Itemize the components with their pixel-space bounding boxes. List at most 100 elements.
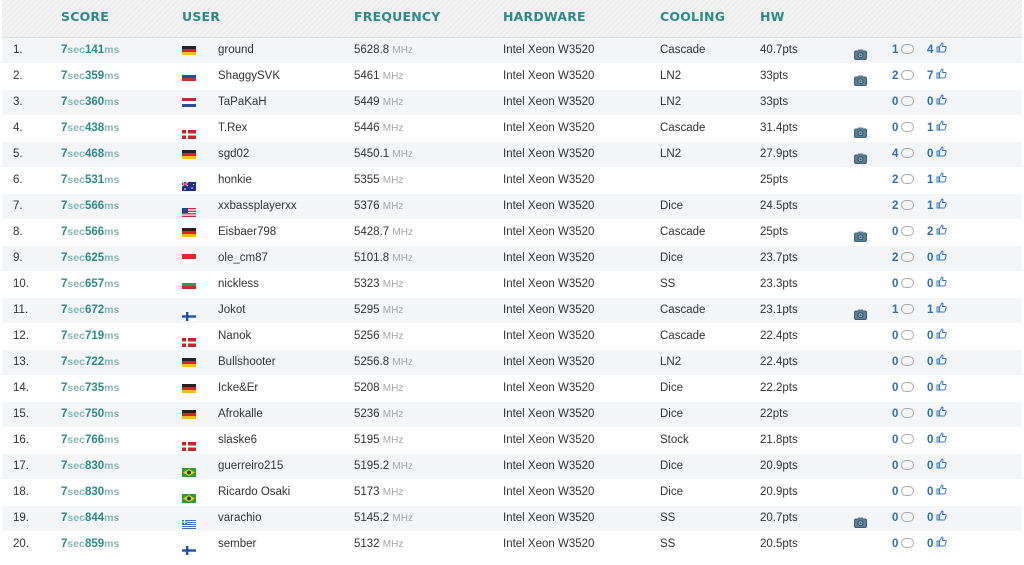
comments-link[interactable]: 0 — [892, 402, 915, 427]
hardware-link[interactable]: Intel Xeon W3520 — [503, 278, 595, 290]
score-link[interactable]: 7sec750ms — [61, 402, 119, 427]
hardware-link[interactable]: Intel Xeon W3520 — [503, 512, 595, 524]
likes-link[interactable]: 0 — [927, 532, 948, 557]
likes-link[interactable]: 7 — [927, 64, 948, 89]
user-link[interactable]: Bullshooter — [218, 356, 276, 368]
score-link[interactable]: 7sec141ms — [61, 38, 119, 63]
likes-link[interactable]: 0 — [927, 376, 948, 401]
likes-link[interactable]: 0 — [927, 324, 948, 349]
comments-link[interactable]: 2 — [892, 246, 915, 271]
score-link[interactable]: 7sec438ms — [61, 116, 119, 141]
score-link[interactable]: 7sec566ms — [61, 194, 119, 219]
likes-link[interactable]: 0 — [927, 480, 948, 505]
camera-icon[interactable] — [854, 305, 867, 320]
user-link[interactable]: sgd02 — [218, 148, 250, 160]
score-link[interactable]: 7sec735ms — [61, 376, 119, 401]
score-link[interactable]: 7sec625ms — [61, 246, 119, 271]
user-link[interactable]: Ricardo Osaki — [218, 486, 291, 498]
comments-link[interactable]: 0 — [892, 220, 915, 245]
likes-link[interactable]: 2 — [927, 220, 948, 245]
score-link[interactable]: 7sec672ms — [61, 298, 119, 323]
user-link[interactable]: honkie — [218, 174, 252, 186]
user-link[interactable]: varachio — [218, 512, 262, 524]
user-link[interactable]: TaPaKaH — [218, 96, 267, 108]
user-link[interactable]: ShaggySVK — [218, 70, 281, 82]
user-link[interactable]: ole_cm87 — [218, 252, 268, 264]
comments-link[interactable]: 1 — [892, 298, 915, 323]
column-header-cooling[interactable]: COOLING — [660, 9, 726, 24]
comments-link[interactable]: 1 — [892, 38, 915, 63]
score-link[interactable]: 7sec531ms — [61, 168, 119, 193]
hardware-link[interactable]: Intel Xeon W3520 — [503, 304, 595, 316]
user-link[interactable]: Nanok — [218, 330, 252, 342]
column-header-frequency[interactable]: FREQUENCY — [354, 9, 441, 24]
score-link[interactable]: 7sec566ms — [61, 220, 119, 245]
comments-link[interactable]: 2 — [892, 168, 915, 193]
score-link[interactable]: 7sec359ms — [61, 64, 119, 89]
user-link[interactable]: T.Rex — [218, 122, 248, 134]
comments-link[interactable]: 2 — [892, 194, 915, 219]
likes-link[interactable]: 1 — [927, 168, 948, 193]
comments-link[interactable]: 0 — [892, 90, 915, 115]
camera-icon[interactable] — [854, 45, 867, 60]
camera-icon[interactable] — [854, 149, 867, 164]
hardware-link[interactable]: Intel Xeon W3520 — [503, 460, 595, 472]
hardware-link[interactable]: Intel Xeon W3520 — [503, 174, 595, 186]
score-link[interactable]: 7sec657ms — [61, 272, 119, 297]
user-link[interactable]: ground — [218, 44, 254, 56]
comments-link[interactable]: 0 — [892, 272, 915, 297]
comments-link[interactable]: 0 — [892, 480, 915, 505]
comments-link[interactable]: 0 — [892, 116, 915, 141]
likes-link[interactable]: 0 — [927, 142, 948, 167]
user-link[interactable]: Jokot — [218, 304, 246, 316]
score-link[interactable]: 7sec719ms — [61, 324, 119, 349]
comments-link[interactable]: 0 — [892, 506, 915, 531]
hardware-link[interactable]: Intel Xeon W3520 — [503, 70, 595, 82]
comments-link[interactable]: 0 — [892, 428, 915, 453]
hardware-link[interactable]: Intel Xeon W3520 — [503, 252, 595, 264]
hardware-link[interactable]: Intel Xeon W3520 — [503, 226, 595, 238]
camera-icon[interactable] — [854, 123, 867, 138]
camera-icon[interactable] — [854, 227, 867, 242]
likes-link[interactable]: 1 — [927, 194, 948, 219]
user-link[interactable]: slaske6 — [218, 434, 257, 446]
score-link[interactable]: 7sec844ms — [61, 506, 119, 531]
hardware-link[interactable]: Intel Xeon W3520 — [503, 200, 595, 212]
score-link[interactable]: 7sec360ms — [61, 90, 119, 115]
likes-link[interactable]: 0 — [927, 350, 948, 375]
hardware-link[interactable]: Intel Xeon W3520 — [503, 408, 595, 420]
score-link[interactable]: 7sec830ms — [61, 480, 119, 505]
likes-link[interactable]: 1 — [927, 116, 948, 141]
comments-link[interactable]: 0 — [892, 376, 915, 401]
hardware-link[interactable]: Intel Xeon W3520 — [503, 148, 595, 160]
user-link[interactable]: Eisbaer798 — [218, 226, 277, 238]
likes-link[interactable]: 0 — [927, 506, 948, 531]
user-link[interactable]: nickless — [218, 278, 259, 290]
likes-link[interactable]: 1 — [927, 298, 948, 323]
likes-link[interactable]: 0 — [927, 272, 948, 297]
hardware-link[interactable]: Intel Xeon W3520 — [503, 486, 595, 498]
comments-link[interactable]: 0 — [892, 324, 915, 349]
hardware-link[interactable]: Intel Xeon W3520 — [503, 382, 595, 394]
column-header-user[interactable]: USER — [182, 9, 221, 24]
hardware-link[interactable]: Intel Xeon W3520 — [503, 434, 595, 446]
score-link[interactable]: 7sec722ms — [61, 350, 119, 375]
hardware-link[interactable]: Intel Xeon W3520 — [503, 538, 595, 550]
score-link[interactable]: 7sec766ms — [61, 428, 119, 453]
comments-link[interactable]: 2 — [892, 64, 915, 89]
likes-link[interactable]: 0 — [927, 402, 948, 427]
column-header-score[interactable]: SCORE — [61, 9, 109, 24]
score-link[interactable]: 7sec468ms — [61, 142, 119, 167]
column-header-hardware[interactable]: HARDWARE — [503, 9, 586, 24]
column-header-hw-points[interactable]: HW — [760, 9, 785, 24]
hardware-link[interactable]: Intel Xeon W3520 — [503, 44, 595, 56]
likes-link[interactable]: 0 — [927, 428, 948, 453]
camera-icon[interactable] — [854, 513, 867, 528]
likes-link[interactable]: 0 — [927, 454, 948, 479]
comments-link[interactable]: 0 — [892, 454, 915, 479]
user-link[interactable]: Afrokalle — [218, 408, 263, 420]
score-link[interactable]: 7sec830ms — [61, 454, 119, 479]
user-link[interactable]: guerreiro215 — [218, 460, 284, 472]
comments-link[interactable]: 4 — [892, 142, 915, 167]
likes-link[interactable]: 4 — [927, 38, 948, 63]
